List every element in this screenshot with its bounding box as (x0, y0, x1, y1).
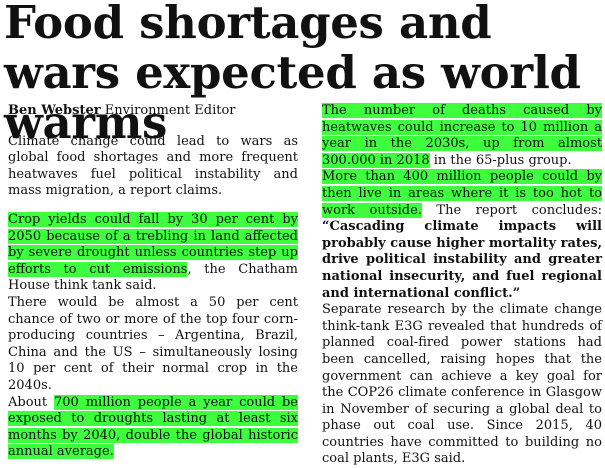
paragraph: The number of deaths caused by heatwaves… (322, 103, 602, 169)
highlighted-text: Crop yields could fall by 30 per cent by… (8, 211, 298, 277)
text: The report concludes: (421, 202, 602, 218)
text: Separate research by the climate change … (322, 302, 602, 467)
byline: Ben Webster Environment Editor (8, 103, 298, 120)
paragraph: More than 400 million people could by th… (322, 169, 602, 302)
role: Environment Editor (104, 103, 236, 118)
paragraph: Crop yields could fall by 30 per cent by… (8, 211, 298, 295)
paragraph: There would be almost a 50 per cent chan… (8, 295, 298, 395)
headline: Food shortages and wars expected as worl… (4, 0, 581, 149)
column: The number of deaths caused by heatwaves… (322, 103, 602, 468)
column: Ben Webster Environment Editor Climate c… (8, 103, 298, 461)
paragraph: Separate research by the climate change … (322, 302, 602, 468)
bold-text: “Cascading climate impacts will probably… (322, 219, 602, 301)
text: There would be almost a 50 per cent chan… (8, 294, 298, 393)
text: , the Chatham House think tank said. (8, 261, 298, 294)
text: Climate change could lead to wars as glo… (8, 133, 298, 199)
text: in the 65-plus group. (429, 152, 572, 168)
paragraph: Climate change could lead to wars as glo… (8, 134, 298, 200)
author: Ben Webster (8, 103, 101, 118)
text: About (8, 394, 55, 410)
paragraph: About 700 million people a year could be… (8, 394, 298, 461)
